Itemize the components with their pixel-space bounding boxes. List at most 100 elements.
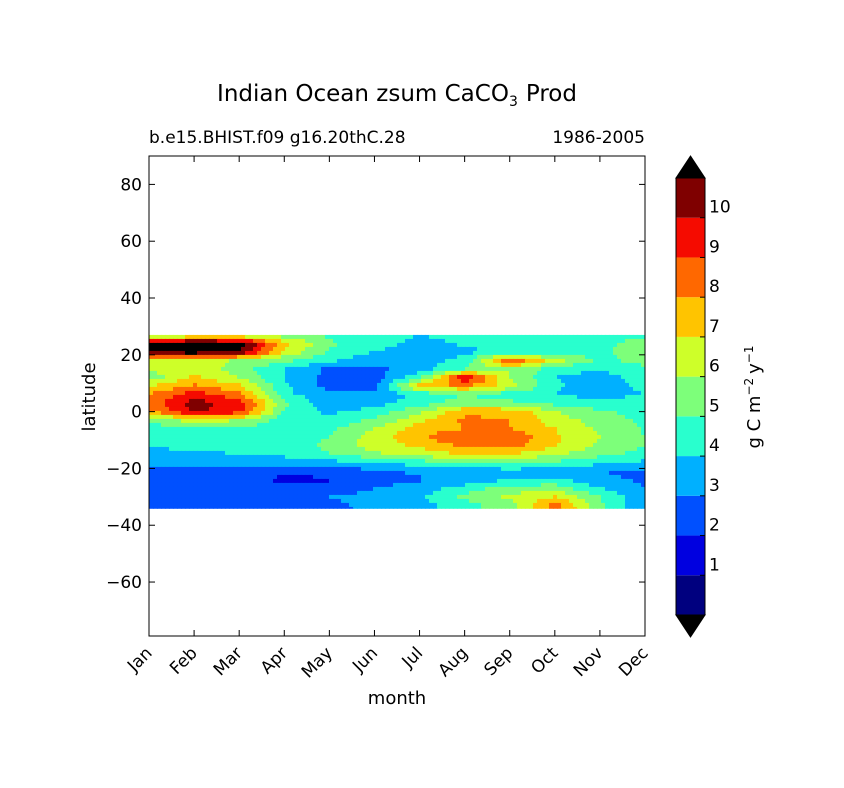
heat-cell: [573, 334, 578, 340]
heat-cell: [189, 350, 194, 356]
heat-cell: [185, 494, 190, 500]
heat-cell: [305, 398, 310, 404]
heat-cell: [617, 382, 622, 388]
heat-cell: [505, 438, 510, 444]
heat-cell: [341, 378, 346, 384]
heat-cell: [417, 418, 422, 424]
heat-cell: [481, 354, 486, 360]
heat-cell: [273, 386, 278, 392]
heat-cell: [197, 454, 202, 460]
heat-cell: [413, 446, 418, 452]
heat-cell: [257, 390, 262, 396]
heat-cell: [221, 374, 226, 380]
heat-cell: [229, 338, 234, 344]
heat-cell: [177, 342, 182, 348]
heat-cell: [285, 450, 290, 456]
heat-cell: [329, 358, 334, 364]
heat-cell: [165, 370, 170, 376]
heat-cell: [457, 394, 462, 400]
heat-cell: [209, 418, 214, 424]
heat-cell: [265, 418, 270, 424]
heat-cell: [385, 466, 390, 472]
heat-cell: [625, 366, 630, 372]
heat-cell: [461, 478, 466, 484]
heat-cell: [389, 466, 394, 472]
heat-cell: [401, 410, 406, 416]
heat-cell: [193, 422, 198, 428]
heat-cell: [641, 382, 645, 388]
heat-cell: [517, 414, 522, 420]
heat-cell: [341, 342, 346, 348]
heat-cell: [241, 334, 246, 340]
heat-cell: [529, 334, 534, 340]
heat-cell: [285, 362, 290, 368]
heat-cell: [253, 446, 258, 452]
heat-cell: [441, 390, 446, 396]
heat-cell: [325, 438, 330, 444]
heat-cell: [557, 366, 562, 372]
heat-cell: [337, 426, 342, 432]
heat-cell: [265, 362, 270, 368]
heat-cell: [213, 374, 218, 380]
heat-cell: [321, 390, 326, 396]
heat-cell: [537, 358, 542, 364]
heat-cell: [229, 370, 234, 376]
heat-cell: [229, 478, 234, 484]
heat-cell: [369, 390, 374, 396]
heat-cell: [501, 374, 506, 380]
heat-cell: [177, 422, 182, 428]
heat-cell: [365, 402, 370, 408]
heat-cell: [149, 338, 154, 344]
heat-cell: [349, 438, 354, 444]
heat-cell: [321, 342, 326, 348]
heat-cell: [213, 410, 218, 416]
heat-cell: [237, 350, 242, 356]
heat-cell: [617, 342, 622, 348]
heat-cell: [625, 346, 630, 352]
heat-cell: [249, 462, 254, 468]
heat-cell: [193, 378, 198, 384]
heat-cell: [613, 402, 618, 408]
heat-cell: [457, 490, 462, 496]
heat-cell: [349, 366, 354, 372]
heat-cell: [273, 430, 278, 436]
heat-cell: [441, 394, 446, 400]
heat-cell: [425, 398, 430, 404]
heat-cell: [621, 486, 626, 492]
heat-cell: [389, 426, 394, 432]
heat-cell: [493, 390, 498, 396]
heat-cell: [245, 462, 250, 468]
heat-cell: [457, 410, 462, 416]
heat-cell: [525, 402, 530, 408]
heat-cell: [425, 418, 430, 424]
heat-cell: [305, 446, 310, 452]
heat-cell: [293, 486, 298, 492]
heat-cell: [257, 458, 262, 464]
heat-cell: [249, 434, 254, 440]
heat-cell: [385, 334, 390, 340]
heat-cell: [221, 442, 226, 448]
heat-cell: [361, 410, 366, 416]
heat-cell: [329, 410, 334, 416]
heat-cell: [613, 410, 618, 416]
heat-cell: [417, 450, 422, 456]
heat-cell: [425, 338, 430, 344]
heat-cell: [585, 458, 590, 464]
heat-cell: [369, 402, 374, 408]
heat-cell: [237, 490, 242, 496]
heat-cell: [545, 390, 550, 396]
heat-cell: [573, 366, 578, 372]
heat-cell: [465, 398, 470, 404]
heat-cell: [465, 486, 470, 492]
heat-cell: [321, 362, 326, 368]
heat-cell: [277, 482, 282, 488]
heat-cell: [189, 422, 194, 428]
heat-cell: [485, 346, 490, 352]
heat-cell: [593, 362, 598, 368]
heat-cell: [301, 350, 306, 356]
heat-cell: [385, 390, 390, 396]
heat-cell: [397, 438, 402, 444]
heat-cell: [353, 414, 358, 420]
heat-cell: [313, 474, 318, 480]
heat-cell: [549, 466, 554, 472]
